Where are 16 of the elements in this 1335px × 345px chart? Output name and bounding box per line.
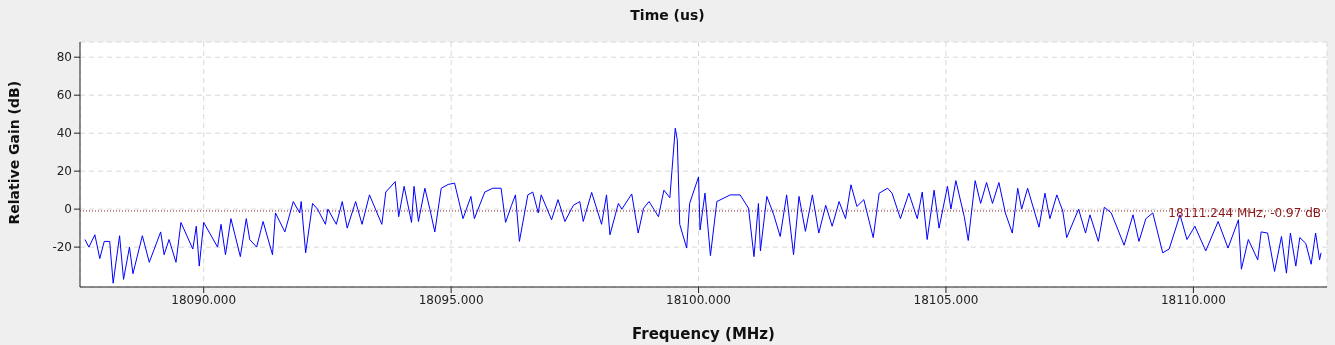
y-tick-label: -20 [52,240,72,255]
y-tick-label: 0 [64,202,72,217]
chart-title: Time (us) [629,6,706,25]
x-tick-label: 18100.000 [666,292,731,307]
x-tick-label: 18105.000 [913,292,979,307]
y-tick-label: 80 [56,50,72,65]
x-tick-label: 18090.000 [171,292,237,307]
x-tick-label: 18095.000 [418,292,484,307]
x-axis-title: Frequency (MHz) [632,325,775,343]
y-tick-label: 20 [56,164,72,179]
ref-line-label: 18111.244 MHz, -0.97 dB [1168,206,1321,221]
x-tick-label: 18110.000 [1160,292,1226,307]
y-axis-title: Relative Gain (dB) [5,80,22,225]
y-tick-label: 60 [56,88,72,103]
line-series [84,127,1322,284]
y-tick-label: 40 [56,126,72,141]
